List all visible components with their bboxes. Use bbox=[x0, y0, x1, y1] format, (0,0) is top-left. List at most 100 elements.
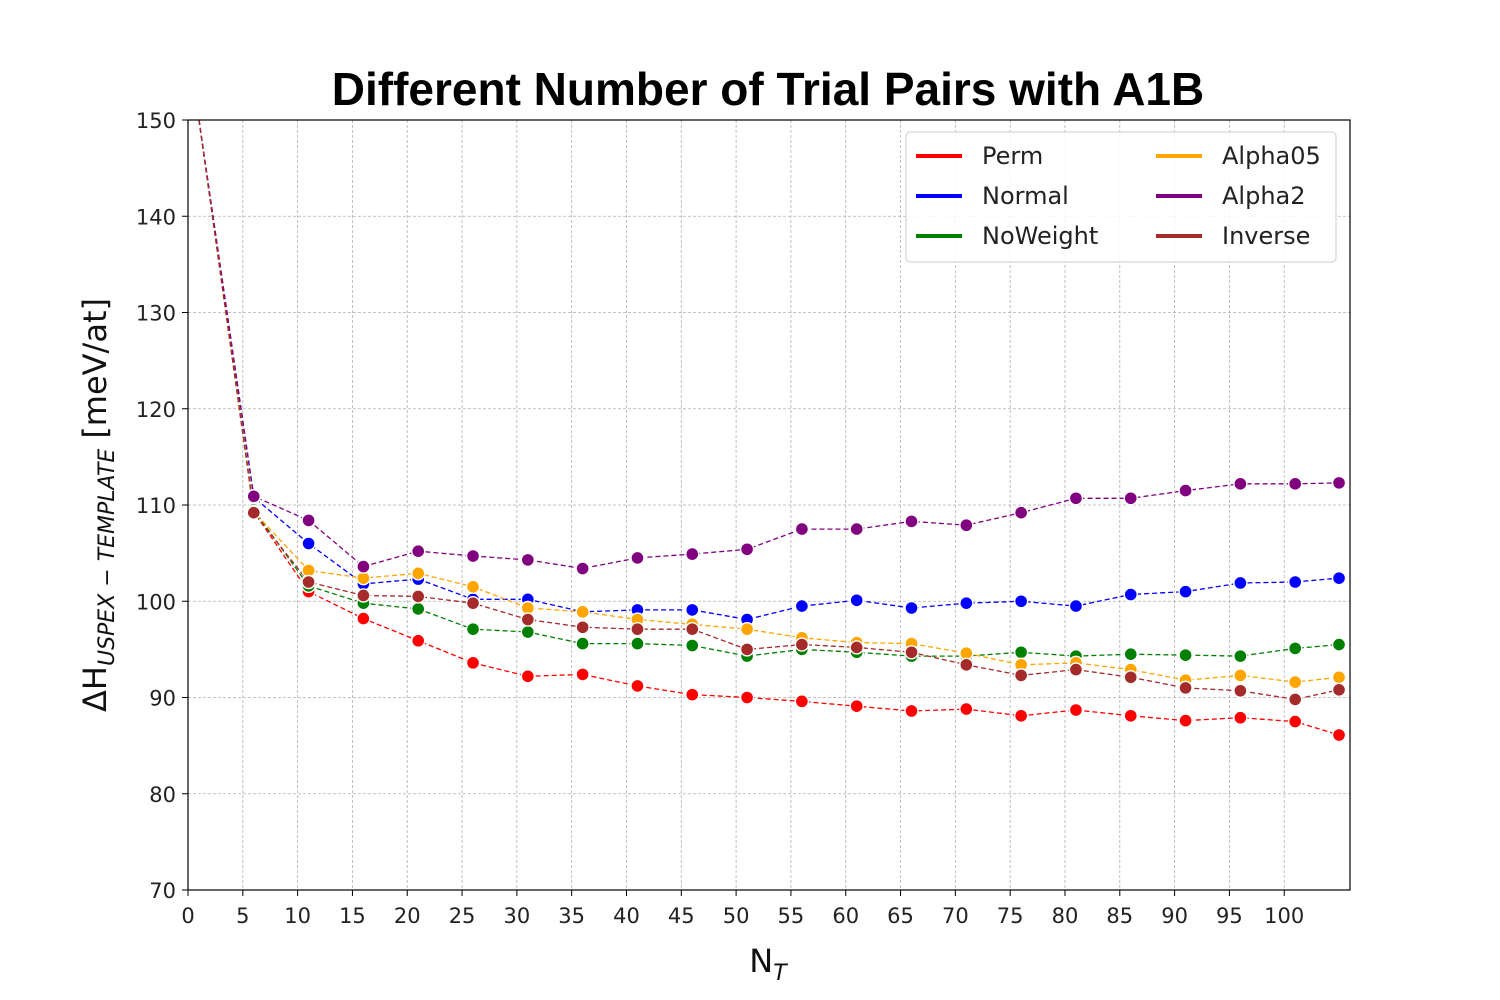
x-tick-label: 50 bbox=[723, 904, 750, 928]
series-line-inverse bbox=[198, 119, 1340, 701]
legend-label: Alpha2 bbox=[1222, 182, 1306, 210]
data-point-inverse bbox=[520, 612, 536, 627]
x-tick-label: 15 bbox=[339, 904, 366, 928]
y-axis-ticks: 70 80 90 100 110 120 130 140 150 bbox=[136, 109, 188, 903]
data-point-noweight bbox=[411, 601, 426, 617]
data-point-alpha2 bbox=[904, 514, 919, 529]
data-point-perm bbox=[1123, 708, 1138, 723]
data-point-perm bbox=[1287, 714, 1303, 729]
data-point-perm bbox=[411, 633, 426, 648]
x-tick-label: 75 bbox=[997, 904, 1024, 928]
data-point-perm bbox=[685, 687, 700, 702]
data-point-alpha2 bbox=[1233, 476, 1248, 492]
data-point-perm bbox=[849, 698, 864, 714]
data-point-alpha2 bbox=[520, 552, 536, 568]
data-point-inverse bbox=[1013, 668, 1029, 683]
data-point-alpha05 bbox=[1331, 670, 1347, 685]
y-tick-label: 80 bbox=[149, 783, 176, 807]
x-tick-label: 20 bbox=[394, 904, 421, 928]
x-tick-label: 25 bbox=[449, 904, 476, 928]
data-point-alpha2 bbox=[411, 544, 426, 559]
series-points bbox=[246, 475, 1347, 743]
data-point-alpha2 bbox=[1013, 505, 1029, 520]
x-tick-label: 35 bbox=[558, 904, 585, 928]
data-point-perm bbox=[794, 694, 810, 709]
y-tick-label: 70 bbox=[149, 879, 176, 903]
data-point-inverse bbox=[630, 621, 645, 637]
x-tick-label: 0 bbox=[181, 904, 194, 928]
data-point-alpha2 bbox=[356, 559, 371, 574]
data-point-normal bbox=[959, 595, 974, 611]
data-point-inverse bbox=[465, 595, 481, 611]
x-tick-label: 55 bbox=[778, 904, 805, 928]
series-line-alpha05 bbox=[198, 119, 1340, 683]
data-point-perm bbox=[739, 690, 755, 705]
data-point-perm bbox=[1233, 710, 1248, 725]
series-line-normal bbox=[198, 119, 1340, 621]
data-point-noweight bbox=[630, 636, 645, 651]
data-point-normal bbox=[301, 536, 316, 551]
data-point-alpha2 bbox=[739, 542, 755, 557]
data-point-noweight bbox=[1331, 637, 1347, 652]
data-point-alpha05 bbox=[465, 579, 481, 595]
data-point-inverse bbox=[1178, 680, 1193, 696]
y-tick-label: 130 bbox=[136, 302, 176, 326]
data-point-normal bbox=[794, 598, 810, 614]
data-point-perm bbox=[1068, 702, 1084, 718]
data-point-alpha2 bbox=[301, 513, 316, 528]
y-tick-label: 100 bbox=[136, 590, 176, 614]
x-tick-label: 60 bbox=[832, 904, 859, 928]
data-point-noweight bbox=[465, 621, 481, 637]
x-tick-label: 10 bbox=[284, 904, 311, 928]
data-point-normal bbox=[1287, 574, 1303, 590]
data-point-normal bbox=[849, 593, 864, 608]
chart-title: Different Number of Trial Pairs with A1B bbox=[332, 63, 1204, 115]
x-axis-ticks: 0 5 10 15 20 25 30 35 40 45 50 55 60 65 70 75 80 85 90 95 10… bbox=[181, 890, 1304, 928]
x-axis-label: NT bbox=[749, 942, 788, 986]
data-point-inverse bbox=[1233, 683, 1248, 698]
data-point-alpha2 bbox=[959, 518, 974, 533]
x-tick-label: 85 bbox=[1106, 904, 1133, 928]
data-point-normal bbox=[1123, 587, 1138, 602]
x-tick-label: 45 bbox=[668, 904, 695, 928]
data-point-inverse bbox=[904, 645, 919, 660]
y-tick-label: 110 bbox=[136, 494, 176, 518]
x-tick-label: 5 bbox=[236, 904, 249, 928]
data-point-inverse bbox=[794, 637, 810, 652]
data-point-alpha2 bbox=[685, 546, 700, 562]
data-point-alpha2 bbox=[1331, 475, 1347, 491]
data-point-alpha2 bbox=[630, 550, 645, 566]
legend-label: Normal bbox=[982, 182, 1069, 210]
data-point-perm bbox=[520, 669, 536, 684]
data-point-perm bbox=[959, 701, 974, 717]
data-point-inverse bbox=[411, 589, 426, 604]
data-point-alpha05 bbox=[575, 604, 590, 620]
x-tick-label: 90 bbox=[1161, 904, 1188, 928]
data-point-noweight bbox=[1287, 641, 1303, 656]
data-point-normal bbox=[1013, 594, 1029, 609]
data-point-normal bbox=[685, 602, 700, 618]
legend-label: Alpha05 bbox=[1222, 142, 1321, 170]
data-point-perm bbox=[1331, 727, 1347, 743]
data-point-perm bbox=[1013, 708, 1029, 723]
legend-label: Inverse bbox=[1222, 222, 1310, 250]
data-point-alpha05 bbox=[1233, 668, 1248, 683]
data-point-inverse bbox=[301, 574, 316, 590]
data-point-alpha2 bbox=[1123, 491, 1138, 506]
legend-label: Perm bbox=[982, 142, 1043, 170]
y-tick-label: 140 bbox=[136, 205, 176, 229]
legend-label: NoWeight bbox=[982, 222, 1098, 250]
data-point-perm bbox=[904, 703, 919, 719]
y-tick-label: 150 bbox=[136, 109, 176, 133]
x-tick-label: 65 bbox=[887, 904, 914, 928]
data-point-perm bbox=[575, 667, 590, 682]
data-point-perm bbox=[356, 611, 371, 626]
data-point-normal bbox=[904, 600, 919, 616]
data-point-alpha05 bbox=[411, 566, 426, 581]
data-point-alpha2 bbox=[849, 521, 864, 537]
data-point-inverse bbox=[1123, 670, 1138, 685]
data-point-noweight bbox=[520, 624, 536, 640]
data-point-inverse bbox=[739, 642, 755, 657]
series-lines bbox=[198, 119, 1340, 736]
